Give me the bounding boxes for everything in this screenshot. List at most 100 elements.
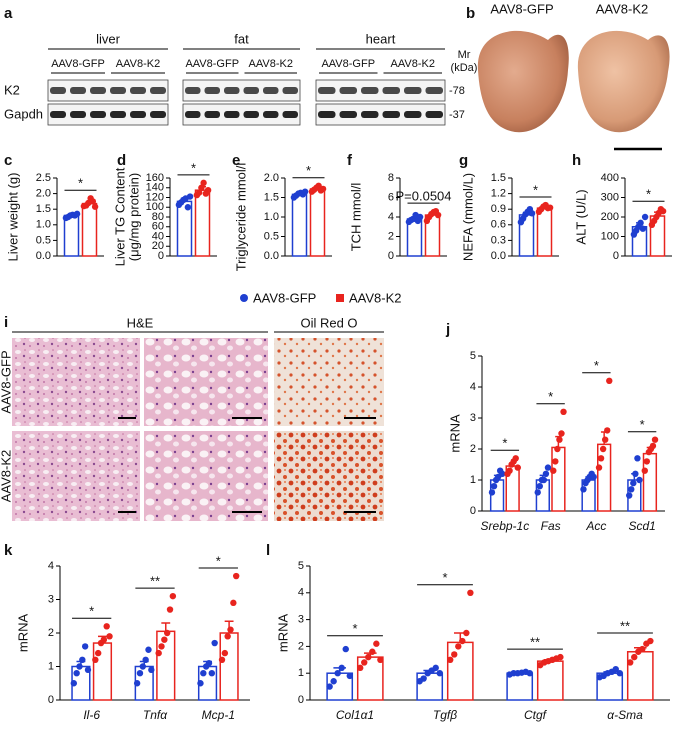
data-point (197, 680, 204, 687)
legend-label: AAV8-GFP (253, 290, 316, 305)
x-tick-label: Acc (585, 519, 606, 533)
bar (309, 188, 326, 257)
y-tick-label: 1 (298, 667, 304, 679)
y-tick-label: 2.5 (36, 172, 51, 184)
data-point (552, 458, 559, 465)
data-point (377, 656, 384, 663)
blot-band (90, 111, 106, 118)
data-point (544, 464, 552, 471)
data-point (70, 680, 78, 687)
x-tick-label: α-Sma (607, 708, 643, 722)
y-tick-label: 0.3 (491, 234, 506, 246)
histology-image (12, 431, 140, 521)
data-point (369, 648, 376, 655)
blot-band (404, 111, 422, 118)
significance-label: * (548, 389, 553, 404)
significance-label: * (442, 570, 447, 585)
y-tick-label: 0 (298, 694, 304, 706)
y-tick-label: 0.6 (491, 219, 506, 231)
significance-label: P=0.0504 (395, 189, 451, 204)
y-tick-label: 4 (388, 211, 394, 223)
significance-label: * (533, 182, 538, 197)
blot-image (182, 103, 301, 126)
blot-band (130, 87, 146, 94)
bar (63, 214, 80, 257)
bar (596, 443, 612, 512)
blot-band (361, 111, 379, 118)
legend-marker (240, 294, 248, 302)
data-point (211, 639, 218, 647)
blot-band (263, 111, 279, 118)
data-point (526, 670, 533, 677)
data-point (540, 476, 548, 484)
data-point (626, 492, 633, 499)
y-tick-label: 4 (298, 587, 304, 599)
data-point (92, 656, 99, 663)
y-tick-label: 1.0 (36, 219, 51, 231)
data-point (346, 672, 353, 680)
data-point (136, 670, 144, 677)
group-label: AAV8-GFP (321, 58, 375, 70)
data-point (637, 219, 644, 227)
y-tick-label: 2 (298, 640, 304, 652)
data-point (514, 464, 521, 471)
panel-label: h (572, 152, 581, 169)
data-point (84, 666, 92, 674)
x-tick-label: Mcp-1 (202, 708, 235, 722)
bar (219, 632, 239, 701)
y-axis-label: ALT (U/L) (573, 189, 588, 244)
significance-label: * (78, 176, 83, 191)
blot-band (110, 111, 126, 118)
data-point (542, 470, 550, 477)
data-point (338, 664, 345, 672)
data-point (204, 186, 212, 194)
blot-image (182, 79, 301, 102)
data-point (560, 408, 567, 415)
data-point (106, 633, 113, 640)
data-point (163, 629, 171, 637)
data-point (580, 486, 587, 493)
data-point (557, 653, 564, 661)
data-point (451, 651, 458, 658)
y-tick-label: 1.5 (264, 191, 279, 203)
tissue-label: liver (96, 31, 121, 46)
data-point (365, 653, 372, 661)
data-point (73, 210, 81, 218)
column-label: H&E (127, 315, 154, 330)
significance-label: ** (530, 635, 540, 650)
y-axis-label: (μg/mg protein) (126, 173, 141, 261)
blot-band (263, 87, 279, 94)
bar (291, 193, 308, 257)
data-point (639, 225, 647, 232)
y-axis-label: mRNA (15, 614, 30, 653)
data-point (420, 675, 427, 682)
panel-label: j (445, 321, 450, 338)
blot-image (315, 103, 446, 126)
data-point (155, 649, 162, 657)
liver-photo (577, 30, 670, 133)
data-point (634, 455, 641, 462)
liver-photo (477, 30, 569, 133)
data-point (641, 213, 649, 221)
data-point (326, 683, 333, 690)
x-tick-label: Tnfα (143, 708, 168, 722)
data-point (79, 656, 86, 663)
blot-band (224, 111, 240, 118)
blot-image (315, 79, 446, 102)
blot-band (361, 87, 379, 94)
y-tick-label: 3 (48, 593, 54, 605)
y-tick-label: 5 (470, 350, 476, 362)
data-point (488, 489, 496, 496)
y-tick-label: 120 (146, 191, 164, 203)
bar (536, 207, 553, 257)
data-point (334, 670, 341, 677)
blot-band (404, 87, 422, 94)
data-point (556, 436, 563, 443)
data-point (142, 656, 149, 663)
significance-label: * (89, 604, 94, 619)
y-axis-label: NEFA (mmol/L) (460, 173, 475, 261)
data-point (416, 213, 424, 221)
blot-band (204, 87, 220, 94)
data-point (512, 455, 519, 462)
row-label: AAV8-K2 (0, 450, 13, 503)
